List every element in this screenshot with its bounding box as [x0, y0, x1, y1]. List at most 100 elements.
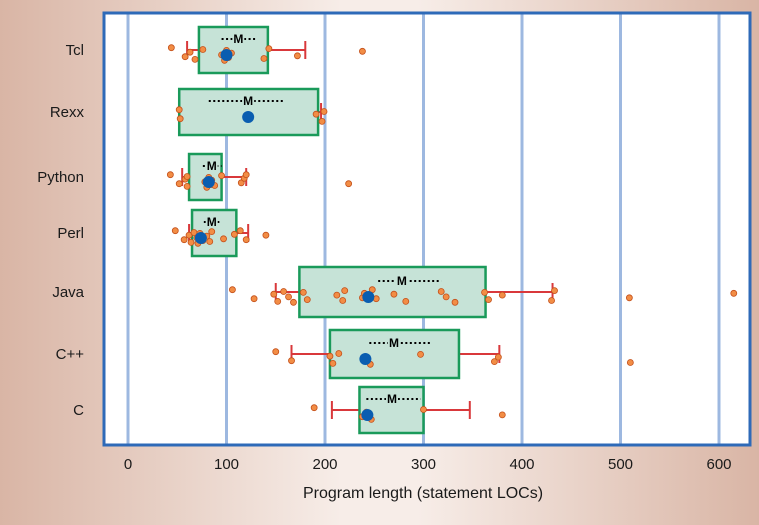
- data-point: [175, 180, 183, 188]
- data-point: [199, 46, 207, 53]
- data-point: [498, 411, 506, 419]
- median-marker-bg: [387, 336, 400, 349]
- data-point: [176, 115, 184, 123]
- series-tcl: M: [167, 25, 366, 75]
- data-point: [175, 106, 183, 114]
- data-point: [288, 357, 295, 365]
- data-point: [326, 352, 334, 360]
- category-label: Perl: [57, 225, 84, 242]
- median-marker-bg: [242, 94, 255, 107]
- data-point: [402, 297, 410, 305]
- mean-marker: [359, 353, 372, 365]
- category-label: C: [73, 402, 84, 419]
- data-point: [285, 293, 292, 301]
- data-point: [329, 359, 337, 367]
- category-label: Rexx: [50, 104, 85, 121]
- data-point: [183, 173, 191, 180]
- data-point: [206, 238, 214, 245]
- category-label: C++: [56, 346, 85, 363]
- iqr-box: [298, 265, 487, 319]
- data-point: [171, 227, 179, 235]
- data-point: [290, 298, 297, 306]
- data-point: [341, 287, 349, 295]
- category-labels: Tcl Rexx Python Perl Java C++ C: [37, 42, 84, 419]
- mean-marker: [194, 232, 207, 244]
- data-point: [191, 56, 199, 63]
- category-label: Java: [52, 284, 84, 301]
- median-marker-bg: [395, 274, 408, 287]
- data-point: [451, 298, 459, 306]
- data-point: [730, 289, 738, 297]
- data-point: [242, 236, 250, 244]
- data-point: [183, 182, 191, 190]
- x-tick-label: 400: [509, 456, 534, 473]
- data-point: [339, 297, 347, 304]
- data-point: [294, 52, 301, 60]
- series-cpp: M: [272, 328, 634, 380]
- data-point: [230, 230, 238, 238]
- mean-marker: [202, 176, 215, 188]
- data-point: [270, 290, 278, 298]
- data-point: [333, 291, 341, 299]
- data-point: [318, 118, 326, 125]
- data-point: [242, 171, 250, 179]
- median-marker-bg: [385, 392, 398, 405]
- data-point: [229, 286, 236, 294]
- category-label: Python: [37, 169, 84, 186]
- data-point: [335, 350, 343, 357]
- series-perl: M: [171, 208, 270, 258]
- data-point: [250, 295, 258, 303]
- data-point: [494, 353, 502, 361]
- median-marker: M: [233, 32, 243, 46]
- x-axis-title: Program length (statement LOCs): [303, 485, 543, 502]
- mean-marker: [220, 49, 233, 61]
- data-point: [218, 172, 225, 180]
- data-point: [303, 296, 311, 304]
- x-tick-label: 200: [312, 456, 337, 473]
- data-point: [481, 288, 488, 296]
- median-marker: M: [243, 94, 253, 108]
- data-point: [166, 171, 174, 179]
- mean-marker: [362, 291, 375, 303]
- data-point: [260, 55, 268, 62]
- x-tick-labels: 0 100 200 300 400 500 600: [124, 456, 732, 473]
- x-tick-label: 300: [411, 456, 436, 473]
- data-point: [345, 180, 353, 188]
- x-tick-label: 500: [608, 456, 633, 473]
- x-tick-label: 0: [124, 456, 132, 473]
- data-point: [310, 404, 318, 412]
- data-point: [220, 235, 227, 243]
- data-point: [491, 358, 498, 366]
- plot-frame: [102, 11, 752, 447]
- median-marker-bg: [205, 215, 218, 228]
- data-point: [625, 294, 633, 302]
- data-point: [442, 293, 450, 301]
- data-point: [274, 297, 282, 305]
- x-tick-label: 100: [214, 456, 239, 473]
- median-marker: M: [207, 215, 217, 229]
- data-point: [167, 44, 175, 52]
- mean-marker: [361, 409, 374, 421]
- median-marker-bg: [205, 159, 218, 172]
- data-point: [272, 348, 280, 356]
- data-point: [551, 287, 558, 295]
- data-point: [485, 296, 492, 304]
- data-point: [390, 290, 398, 298]
- data-point: [498, 291, 506, 299]
- boxes: M M M M M M M: [166, 25, 738, 435]
- data-point: [236, 227, 244, 235]
- data-point: [186, 48, 194, 56]
- data-point: [548, 297, 555, 304]
- data-point: [417, 350, 424, 358]
- series-java: M: [229, 265, 738, 319]
- data-point: [262, 231, 270, 239]
- mean-marker: [242, 111, 255, 123]
- data-point: [312, 110, 320, 118]
- median-marker: M: [387, 392, 397, 406]
- x-tick-label: 600: [706, 456, 731, 473]
- data-point: [320, 108, 328, 115]
- data-point: [437, 288, 445, 295]
- data-point: [626, 359, 634, 366]
- data-point: [181, 53, 189, 61]
